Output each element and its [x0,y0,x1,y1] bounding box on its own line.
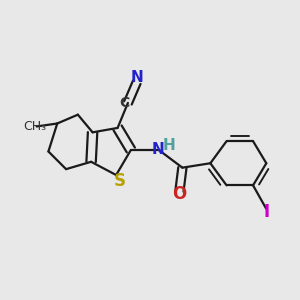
Text: CH₃: CH₃ [24,120,47,133]
Text: H: H [162,138,175,153]
Text: I: I [263,203,269,221]
Text: N: N [130,70,143,86]
Text: C: C [119,96,130,110]
Text: O: O [172,184,187,202]
Text: N: N [152,142,164,158]
Text: S: S [114,172,126,190]
